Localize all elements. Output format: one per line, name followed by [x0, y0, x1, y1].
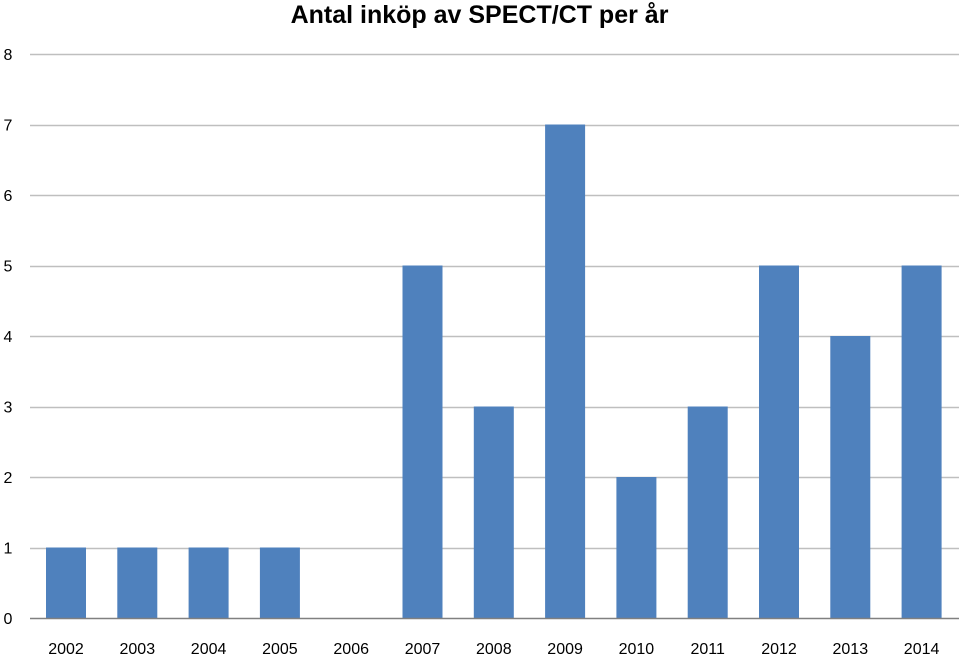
- bar-2008: [473, 406, 514, 618]
- y-tick-labels: 0 1 2 3 4 5 6 7 8: [4, 47, 13, 628]
- x-tick-label-2007: 2007: [405, 641, 441, 655]
- bar-2002: [46, 547, 86, 618]
- bar-2011: [687, 406, 728, 618]
- y-tick-label-4: 4: [4, 329, 13, 346]
- x-tick-label-2011: 2011: [690, 641, 725, 655]
- x-tick-label-2003: 2003: [120, 641, 156, 655]
- y-tick-label-6: 6: [4, 188, 13, 205]
- x-tick-label-2002: 2002: [48, 641, 84, 655]
- bar-2004: [188, 547, 229, 618]
- y-tick-label-2: 2: [4, 470, 13, 487]
- bar-2014: [901, 265, 942, 618]
- x-tick-label-2013: 2013: [833, 641, 869, 655]
- x-tick-label-2012: 2012: [761, 641, 797, 655]
- y-tick-label-8: 8: [4, 47, 13, 64]
- chart-title: Antal inköp av SPECT/CT per år: [290, 1, 669, 29]
- y-tick-label-7: 7: [4, 118, 13, 135]
- bar-2007: [402, 265, 443, 618]
- bars: [46, 124, 942, 618]
- x-tick-labels: 2002 2003 2004 2005 2006 2007 2008 2009 2010 2011…: [48, 641, 939, 655]
- x-tick-label-2004: 2004: [191, 641, 227, 655]
- bar-2012: [759, 265, 799, 618]
- bar-2010: [616, 477, 657, 618]
- x-tick-label-2005: 2005: [262, 641, 298, 655]
- x-tick-label-2006: 2006: [333, 641, 369, 655]
- bar-2003: [117, 547, 158, 618]
- y-tick-label-5: 5: [4, 259, 13, 276]
- bar-2005: [259, 547, 300, 618]
- y-tick-label-0: 0: [4, 611, 13, 628]
- y-tick-label-1: 1: [4, 541, 13, 558]
- y-tick-label-3: 3: [4, 400, 13, 417]
- bar-2013: [830, 336, 871, 618]
- x-tick-label-2009: 2009: [547, 641, 583, 655]
- x-tick-label-2008: 2008: [476, 641, 512, 655]
- bar-2009: [545, 124, 586, 618]
- x-tick-label-2010: 2010: [619, 641, 655, 655]
- x-tick-label-2014: 2014: [904, 641, 940, 655]
